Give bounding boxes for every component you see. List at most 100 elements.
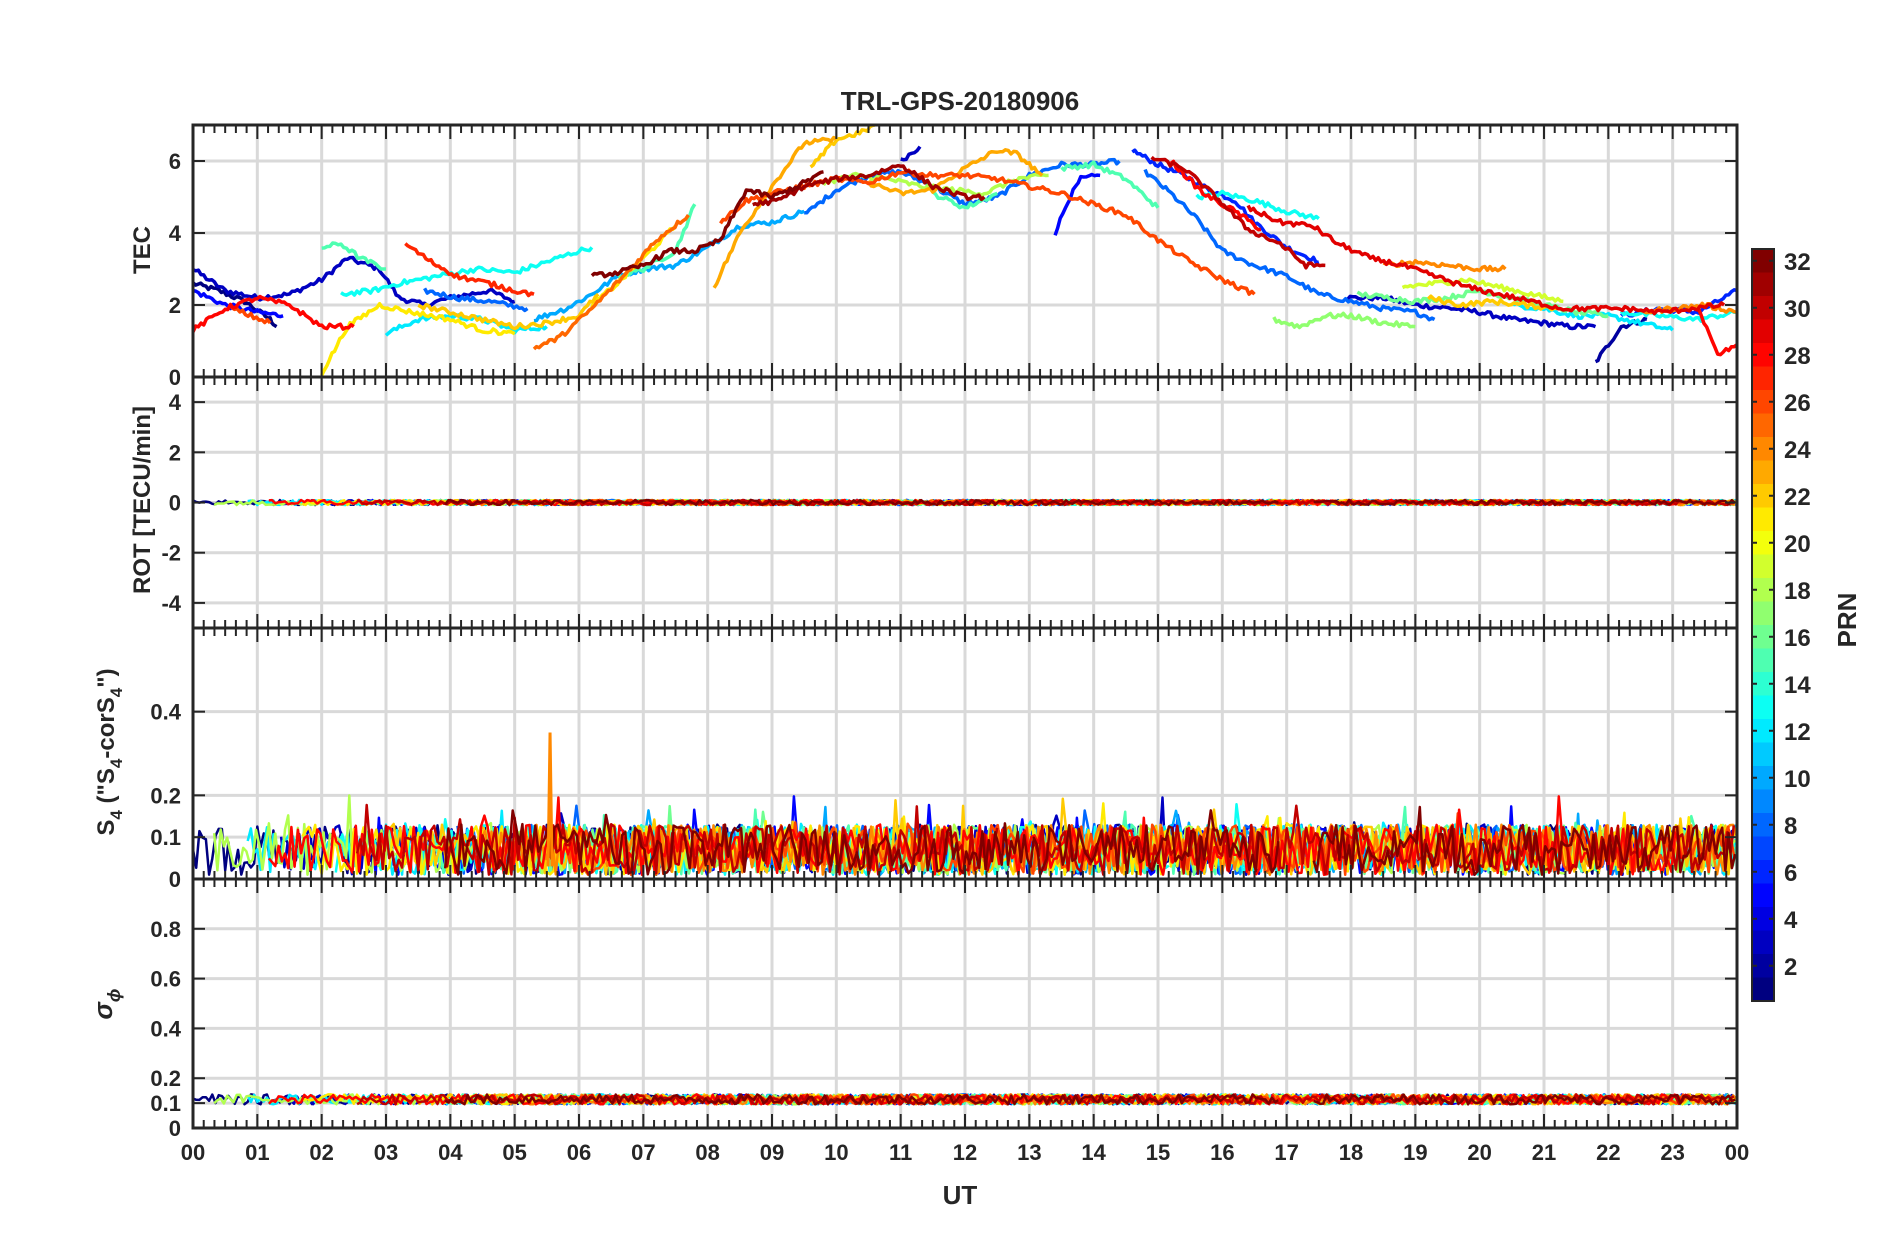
sig-ytick-label: 0.6 bbox=[150, 967, 181, 992]
tec-series-prn-8 bbox=[423, 287, 529, 313]
series-prn-32 bbox=[1312, 805, 1737, 877]
x-tick-label: 01 bbox=[245, 1140, 269, 1165]
x-tick-label: 07 bbox=[631, 1140, 655, 1165]
colorbar-swatch bbox=[1752, 648, 1774, 673]
colorbar-swatch bbox=[1752, 249, 1774, 274]
tec-series-prn-21 bbox=[320, 301, 516, 377]
colorbar-tick-label: 6 bbox=[1784, 860, 1797, 887]
colorbar-tick-label: 2 bbox=[1784, 954, 1797, 981]
sig-ytick-label: 0.4 bbox=[150, 1016, 181, 1041]
x-tick-label: 11 bbox=[889, 1140, 912, 1165]
rot-ytick-label: 4 bbox=[169, 390, 182, 415]
tec-ytick-label: 4 bbox=[169, 221, 182, 246]
s4-data bbox=[193, 732, 1737, 877]
x-tick-label: 20 bbox=[1467, 1140, 1491, 1165]
colorbar-swatch bbox=[1752, 343, 1774, 368]
colorbar-swatch bbox=[1752, 319, 1774, 344]
sig-ytick-label: 0.8 bbox=[150, 917, 181, 942]
s4-panel: 0 0.1 0.2 0.4 bbox=[150, 626, 1739, 892]
x-tick-label: 14 bbox=[1081, 1140, 1106, 1165]
colorbar-tick-label: 8 bbox=[1784, 813, 1797, 840]
colorbar-swatch bbox=[1752, 413, 1774, 438]
colorbar-swatch bbox=[1752, 695, 1774, 720]
tec-series-prn-25 bbox=[532, 214, 690, 351]
tec-series-prn-31 bbox=[752, 163, 986, 207]
tec-series-prn-12 bbox=[384, 313, 548, 337]
colorbar-tick-label: 26 bbox=[1784, 390, 1811, 417]
s4-label-end: ") bbox=[93, 668, 120, 687]
series-prn-32 bbox=[444, 498, 1279, 507]
colorbar-tick-label: 16 bbox=[1784, 625, 1811, 652]
tec-series-prn-28 bbox=[193, 294, 355, 333]
rot-data bbox=[193, 498, 1737, 507]
x-tick-label: 16 bbox=[1210, 1140, 1234, 1165]
s4-ytick-label: 0.4 bbox=[150, 700, 181, 725]
colorbar-swatch bbox=[1752, 954, 1774, 979]
rot-ytick-label: 0 bbox=[169, 491, 181, 516]
tec-y-label: TEC bbox=[129, 226, 156, 274]
colorbar-tick-label: 18 bbox=[1784, 578, 1811, 605]
rot-ytick-label: -4 bbox=[161, 591, 181, 616]
colorbar-tick-label: 22 bbox=[1784, 484, 1811, 511]
x-tick-label: 05 bbox=[502, 1140, 526, 1165]
s4-label-sub1: 4 bbox=[107, 810, 126, 820]
colorbar-swatch bbox=[1752, 719, 1774, 744]
x-tick-label: 15 bbox=[1146, 1140, 1170, 1165]
tec-series-prn-32 bbox=[590, 170, 824, 279]
x-tick-label: 10 bbox=[824, 1140, 848, 1165]
tec-panel: 0 2 4 6 bbox=[169, 123, 1739, 390]
tec-series-prn-10 bbox=[533, 209, 805, 323]
s4-ytick-label: 0.2 bbox=[150, 783, 181, 808]
sigma-phi-y-label: σϕ bbox=[88, 989, 124, 1020]
s4-y-label: S4 ("S4-corS4") bbox=[93, 668, 126, 835]
colorbar-tick-label: 10 bbox=[1784, 766, 1811, 793]
colorbar-label: PRN bbox=[1832, 593, 1862, 648]
tec-ytick-label: 0 bbox=[169, 365, 181, 390]
x-tick-label: 13 bbox=[1017, 1140, 1041, 1165]
tec-series-prn-17 bbox=[1272, 311, 1416, 330]
tec-series-prn-1 bbox=[193, 281, 278, 329]
colorbar-swatch bbox=[1752, 813, 1774, 838]
series-prn-32 bbox=[443, 809, 1280, 876]
rot-panel: -4 -2 0 2 4 bbox=[161, 375, 1739, 630]
s4-ytick-label: 0.1 bbox=[150, 825, 181, 850]
colorbar-tick-label: 4 bbox=[1784, 907, 1798, 934]
tec-series-prn-15 bbox=[1060, 160, 1160, 209]
colorbar-tick-label: 20 bbox=[1784, 531, 1811, 558]
s4-label-sub3: 4 bbox=[107, 687, 126, 697]
x-axis: 00 01 02 03 04 05 06 07 08 09 10 11 12 13 14 15 16 17 18 19… bbox=[181, 1140, 1749, 1165]
colorbar-swatch bbox=[1752, 390, 1774, 415]
tec-series-prn-29 bbox=[1246, 204, 1726, 316]
colorbar-swatch bbox=[1752, 601, 1774, 626]
x-tick-label: 18 bbox=[1339, 1140, 1363, 1165]
rot-ytick-label: 2 bbox=[169, 440, 181, 465]
sigma-label-main: σ bbox=[88, 1000, 118, 1019]
tec-series-prn-22 bbox=[417, 292, 600, 331]
colorbar-swatch bbox=[1752, 742, 1774, 767]
colorbar-swatch bbox=[1752, 507, 1774, 532]
tec-series-prn-26 bbox=[230, 305, 272, 325]
sigma-phi-panel: 00.10.2 0.4 0.6 0.8 bbox=[150, 877, 1739, 1141]
colorbar-swatch bbox=[1752, 789, 1774, 814]
colorbar-swatch bbox=[1752, 883, 1774, 908]
sig-ytick-label: 0 bbox=[169, 1116, 181, 1141]
colorbar-swatch bbox=[1752, 484, 1774, 509]
s4-label-s: S bbox=[93, 820, 120, 836]
colorbar-swatch bbox=[1752, 272, 1774, 297]
colorbar-swatch bbox=[1752, 554, 1774, 579]
colorbar-swatch bbox=[1752, 977, 1774, 1002]
tec-data bbox=[193, 125, 1737, 377]
colorbar-swatch bbox=[1752, 366, 1774, 391]
tec-series-prn-23 bbox=[712, 135, 838, 289]
s4-ytick-label: 0 bbox=[169, 867, 181, 892]
tec-series-prn-22 bbox=[809, 125, 876, 169]
colorbar-swatch bbox=[1752, 460, 1774, 485]
colorbar-swatch bbox=[1752, 296, 1774, 321]
s4-label-mid2: -corS bbox=[93, 697, 120, 758]
x-tick-label: 03 bbox=[374, 1140, 398, 1165]
tec-ytick-label: 6 bbox=[169, 149, 181, 174]
tec-series-prn-30 bbox=[1150, 155, 1326, 270]
